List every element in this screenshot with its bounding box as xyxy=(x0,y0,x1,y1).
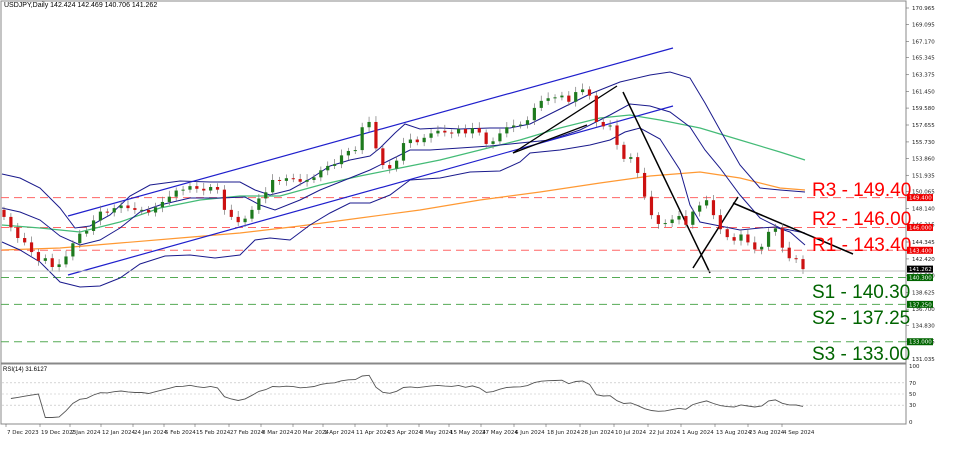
rsi-tick-label: 0 xyxy=(909,420,913,426)
price-tick-label: 165.345 xyxy=(912,55,935,61)
candlesticks xyxy=(2,83,805,274)
price-tick-label: 138.625 xyxy=(912,290,935,296)
date-tick-label: 24 Jan 2024 xyxy=(134,430,167,436)
date-tick-label: 23 Apr 2024 xyxy=(388,430,423,436)
s1-label: S1 - 140.30 xyxy=(812,282,911,303)
rsi-tick-label: 50 xyxy=(909,392,916,398)
rsi-tick-label: 30 xyxy=(909,403,916,409)
date-tick-label: 15 May 2024 xyxy=(450,430,486,436)
price-tick-label: 153.860 xyxy=(912,156,935,162)
s3-price-tag xyxy=(907,338,933,346)
trendline-up-2 xyxy=(512,124,588,154)
svg-text:149.400: 149.400 xyxy=(909,196,932,202)
date-tick-label: 3 May 2024 xyxy=(420,430,453,436)
price-tick-label: 148.140 xyxy=(912,207,935,213)
support-resistance-lines: 149.400 146.000 143.400 140.300 137.250 133.0… xyxy=(1,194,933,346)
s2-label: S2 - 137.25 xyxy=(812,308,911,329)
date-tick-label: 1 Aug 2024 xyxy=(682,430,714,436)
date-tick-label: 5 Feb 2024 xyxy=(165,430,196,436)
chart-title: USDJPY,Daily 142.424 142.469 140.706 141… xyxy=(4,2,158,9)
svg-text:141.262: 141.262 xyxy=(909,267,932,273)
rsi-tick-label: 100 xyxy=(909,364,920,370)
date-tick-label: 18 Jun 2024 xyxy=(547,430,581,436)
date-tick-label: 13 Aug 2024 xyxy=(716,430,752,436)
date-tick-label: 19 Dec 2023 xyxy=(41,430,77,436)
date-tick-label: 6 Jun 2024 xyxy=(515,430,545,436)
trendline-down-1 xyxy=(622,91,711,274)
date-tick-label: 20 Mar 2024 xyxy=(294,430,329,436)
price-tick-label: 170.965 xyxy=(912,6,935,12)
ma200-line xyxy=(1,171,806,251)
price-tick-label: 142.420 xyxy=(912,257,935,263)
date-tick-label: 10 Jul 2024 xyxy=(615,430,647,436)
price-tick-label: 161.450 xyxy=(912,90,935,96)
price-tick-label: 150.065 xyxy=(912,190,935,196)
current-price-tag xyxy=(907,265,933,273)
price-tick-label: 167.170 xyxy=(912,39,935,45)
rsi-grid: 100 70 50 30 0 xyxy=(2,364,920,426)
date-tick-label: 23 Aug 2024 xyxy=(749,430,785,436)
svg-text:137.250: 137.250 xyxy=(909,302,932,308)
rsi-tick-label: 70 xyxy=(909,381,916,387)
price-tick-label: 157.655 xyxy=(912,123,935,129)
r2-label: R2 - 146.00 xyxy=(812,209,912,230)
price-tick-label: 151.935 xyxy=(912,173,935,179)
ma100-line xyxy=(1,114,806,233)
svg-text:146.000: 146.000 xyxy=(909,225,932,231)
date-tick-label: 4 Sep 2024 xyxy=(783,430,815,436)
s3-label: S3 - 133.00 xyxy=(812,344,911,365)
date-tick-label: 27 May 2024 xyxy=(482,430,518,436)
r3-price-tag xyxy=(907,194,933,202)
date-tick-label: 2 Jan 2024 xyxy=(71,430,101,436)
price-pane xyxy=(0,0,907,364)
price-tick-label: 163.375 xyxy=(912,73,935,79)
trendline-up-1 xyxy=(512,85,618,154)
s2-price-tag xyxy=(907,300,933,308)
r2-price-tag xyxy=(907,223,933,231)
date-tick-label: 27 Feb 2024 xyxy=(230,430,265,436)
svg-text:143.400: 143.400 xyxy=(909,248,932,254)
date-tick-label: 12 Jan 2024 xyxy=(102,430,135,436)
price-tick-label: 136.700 xyxy=(912,307,935,313)
channel-lower-line xyxy=(67,105,674,276)
date-tick-label: 15 Feb 2024 xyxy=(196,430,231,436)
r1-label: R1 - 143.40 xyxy=(812,235,912,256)
date-tick-label: 8 Mar 2024 xyxy=(262,430,294,436)
date-tick-label: 28 Jun 2024 xyxy=(581,430,615,436)
price-tick-label: 169.095 xyxy=(912,22,935,28)
channel-upper-line xyxy=(67,47,674,217)
date-tick-label: 7 Dec 2023 xyxy=(7,430,39,436)
price-tick-label: 144.345 xyxy=(912,240,935,246)
date-tick-label: 11 Apr 2024 xyxy=(356,430,391,436)
r3-label: R3 - 149.40 xyxy=(812,180,912,201)
trendline-down-2 xyxy=(732,202,854,255)
date-tick-label: 1 Apr 2024 xyxy=(324,430,355,436)
date-tick-label: 22 Jul 2024 xyxy=(649,430,681,436)
price-tick-label: 159.580 xyxy=(912,106,935,112)
price-tick-label: 131.035 xyxy=(912,357,935,363)
price-tick-label: 155.730 xyxy=(912,140,935,146)
bollinger-middle xyxy=(1,103,806,246)
trendline-up-3 xyxy=(692,196,739,269)
r1-price-tag xyxy=(907,246,933,254)
svg-text:140.300: 140.300 xyxy=(909,276,932,282)
rsi-line xyxy=(10,374,804,418)
price-tick-label: 134.830 xyxy=(912,324,935,330)
s1-price-tag xyxy=(907,274,933,282)
svg-text:133.000: 133.000 xyxy=(909,340,932,346)
rsi-title: RSI(14) 31.6127 xyxy=(3,367,48,373)
